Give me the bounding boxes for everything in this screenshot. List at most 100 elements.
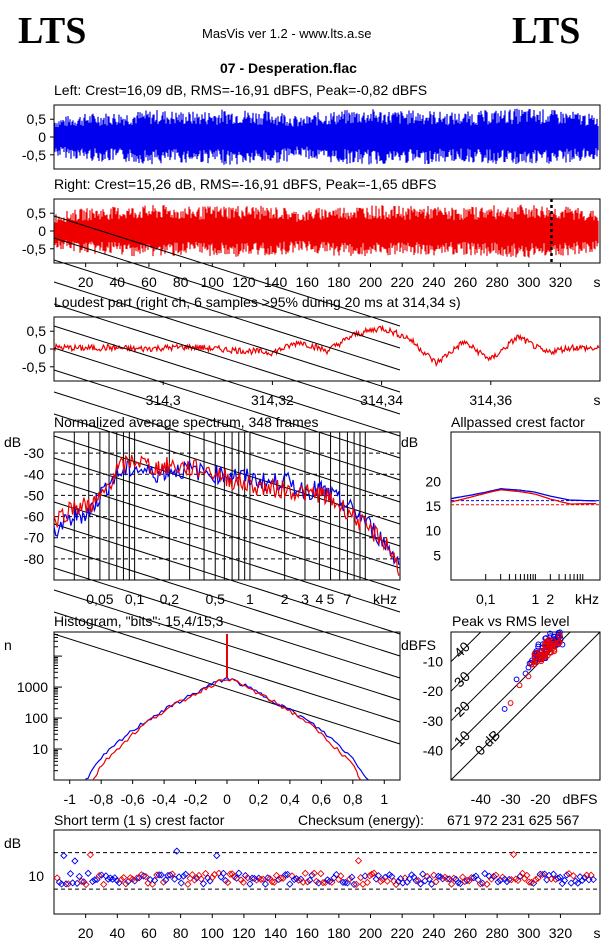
crest-point: [62, 880, 70, 888]
crest-point: [474, 876, 482, 884]
diagonal-label: 40: [451, 638, 473, 660]
crest-point: [241, 871, 250, 880]
x-tick-label: 1: [380, 791, 388, 807]
crest-point: [53, 874, 61, 882]
crest-point: [190, 876, 199, 884]
crest-point: [261, 880, 270, 888]
crest-point: [213, 851, 221, 860]
crest-point: [199, 880, 208, 888]
crest-point: [352, 880, 360, 888]
crest-point: [377, 877, 385, 885]
crest-point: [75, 872, 83, 881]
crest-point: [523, 871, 531, 879]
grid-line: [54, 282, 400, 392]
y-tick-label: -0,5: [22, 147, 46, 163]
crest-point: [419, 870, 427, 878]
right-histogram: [92, 677, 362, 781]
crest-point: [217, 873, 225, 881]
y-tick-label: 0,5: [27, 205, 47, 221]
x-tick-label: 100: [201, 925, 225, 941]
y-tick-label: 10: [32, 741, 48, 757]
x-axis-label: dBFS: [562, 791, 597, 807]
y-axis-label: n: [4, 637, 12, 653]
x-tick-label: -20: [530, 791, 550, 807]
right-point: [525, 673, 532, 680]
y-tick-label: -0,5: [22, 359, 46, 375]
crest-point: [547, 875, 555, 883]
crest-point: [77, 877, 86, 885]
loudest-part-title: Loudest part (right ch, 6 samples >95% d…: [54, 294, 461, 310]
crest-point: [270, 878, 278, 886]
y-axis-label: dB: [401, 434, 418, 450]
crest-point: [182, 870, 190, 878]
y-tick-label: 0: [38, 341, 46, 357]
crest-point: [525, 878, 533, 886]
x-tick-label: 200: [359, 274, 383, 290]
crest-point: [494, 878, 502, 886]
x-unit-label: kHz: [575, 591, 599, 607]
diagonal-label: 10: [451, 727, 473, 749]
crest-point: [122, 880, 130, 888]
y-tick-label: -50: [24, 487, 44, 503]
right-point: [545, 636, 552, 643]
file-name: 07 - Desperation.flac: [220, 60, 357, 76]
crest-point: [463, 876, 471, 885]
crest-point: [394, 877, 403, 886]
y-axis-label: dBFS: [401, 637, 436, 653]
crest-point: [505, 875, 513, 884]
crest-point: [308, 871, 316, 879]
grid-line: [54, 546, 400, 656]
grid-line: [54, 568, 400, 678]
x-tick-label: 140: [264, 274, 288, 290]
crest-point: [108, 875, 117, 883]
y-tick-label: 0,5: [27, 111, 47, 127]
crest-point: [232, 874, 241, 882]
y-axis-label: dB: [4, 434, 21, 450]
x-tick-label: 0,2: [249, 791, 269, 807]
x-tick-label: 0,1: [125, 591, 145, 607]
crest-point: [244, 874, 252, 882]
x-tick-label: 220: [390, 274, 414, 290]
crest-point: [434, 872, 442, 880]
crest-point: [179, 872, 188, 880]
x-tick-label: 220: [390, 925, 414, 941]
crest-point: [317, 869, 325, 878]
crest-point: [193, 874, 201, 882]
x-tick-label: 0,4: [280, 791, 300, 807]
y-axis-label: dB: [4, 835, 21, 851]
y-tick-label: 1000: [17, 679, 48, 695]
x-tick-label: 40: [110, 274, 126, 290]
x-tick-label: 20: [78, 925, 94, 941]
x-tick-label: 314,34: [360, 392, 403, 408]
right-point: [507, 700, 514, 706]
x-tick-label: 160: [296, 925, 320, 941]
y-tick-label: -20: [423, 683, 443, 699]
crest-point: [117, 875, 126, 884]
crest-point: [337, 872, 345, 880]
grid-line: [54, 238, 400, 348]
crest-point: [306, 876, 314, 884]
grid-line: [54, 348, 400, 458]
right-point: [548, 642, 555, 648]
x-unit-label: kHz: [373, 591, 397, 607]
crest-point: [177, 879, 185, 887]
crest-point: [350, 880, 358, 889]
crest-point: [332, 870, 340, 879]
crest-point: [188, 871, 196, 879]
right-channel-title: Right: Crest=15,26 dB, RMS=-16,91 dBFS, …: [54, 176, 437, 192]
crest-point: [239, 878, 247, 887]
x-tick-label: 0,6: [312, 791, 332, 807]
crest-point: [71, 857, 79, 865]
crest-point: [363, 878, 371, 887]
crest-point: [184, 880, 192, 888]
crest-point: [339, 878, 347, 887]
crest-point: [518, 869, 527, 877]
crest-point: [483, 880, 491, 888]
spectrum-grid: [54, 216, 400, 744]
crest-point: [569, 872, 578, 880]
crest-frame: [450, 431, 601, 581]
x-tick-label: -30: [500, 791, 520, 807]
x-tick-label: 140: [264, 925, 288, 941]
x-tick-label: 60: [141, 274, 157, 290]
right-point: [531, 653, 538, 660]
